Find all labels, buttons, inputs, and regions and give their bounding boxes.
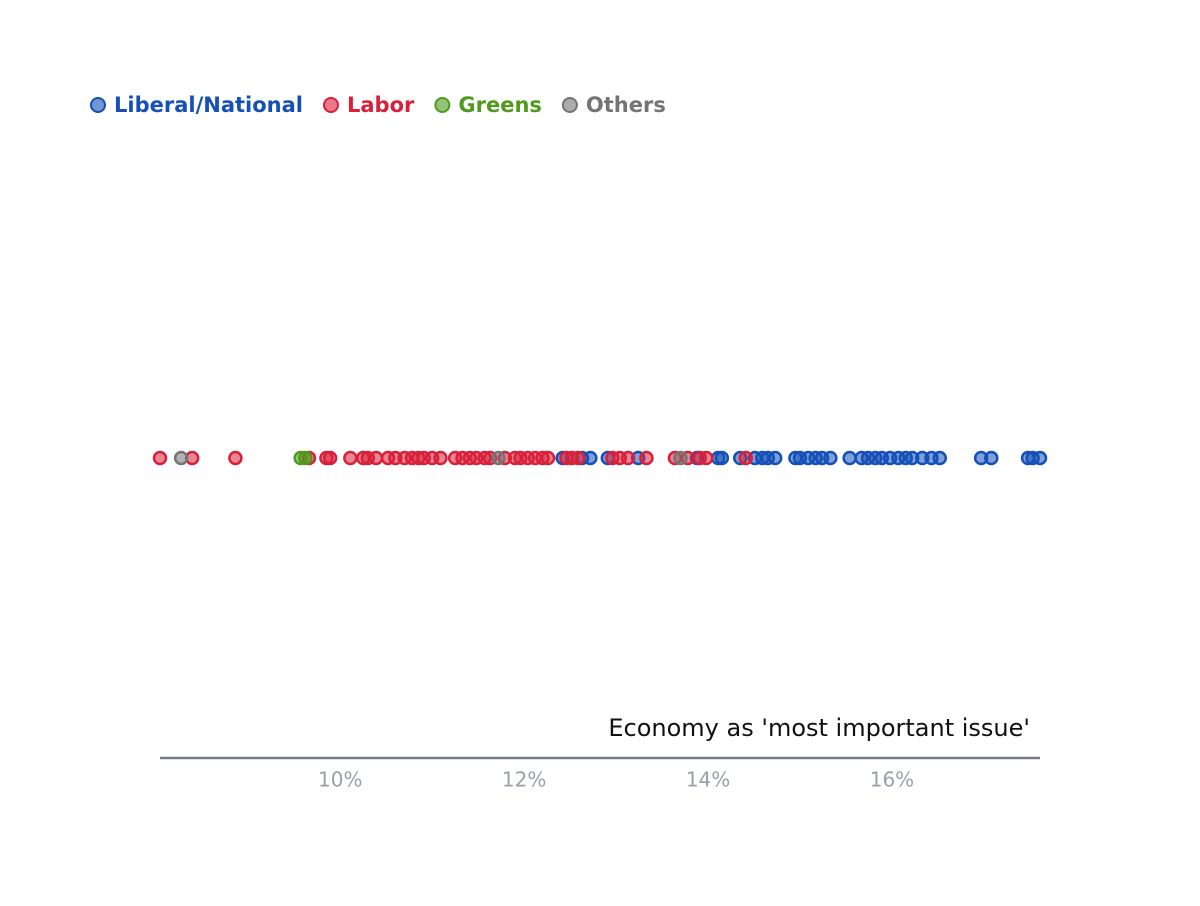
- point: [540, 450, 556, 466]
- point: [932, 450, 948, 466]
- point: [673, 450, 688, 466]
- legend-marker: [322, 97, 339, 113]
- point: [571, 450, 586, 466]
- point: [714, 450, 730, 466]
- point: [823, 450, 838, 466]
- point: [491, 450, 506, 466]
- point: [343, 450, 358, 466]
- point: [298, 450, 313, 466]
- point: [767, 450, 783, 466]
- point: [738, 450, 753, 466]
- point: [433, 450, 448, 466]
- point: [152, 450, 168, 466]
- point: [228, 450, 243, 466]
- legend-label: Liberal/National: [114, 93, 303, 117]
- axis-title: Economy as 'most important issue': [608, 714, 1030, 742]
- point: [1032, 450, 1048, 466]
- legend-label: Others: [586, 93, 666, 117]
- legend-label: Labor: [347, 93, 415, 117]
- x-tick-label: 14%: [686, 768, 730, 792]
- x-tick-label: 16%: [870, 768, 914, 792]
- point: [322, 450, 338, 466]
- point: [583, 450, 598, 466]
- point: [698, 450, 714, 466]
- legend-marker: [90, 97, 106, 113]
- x-tick-label: 12%: [502, 768, 546, 792]
- point: [842, 450, 857, 466]
- x-tick-label: 10%: [318, 768, 362, 792]
- legend-label: Greens: [458, 93, 542, 117]
- point: [368, 450, 384, 466]
- legend-marker: [561, 97, 578, 113]
- legend-marker: [434, 97, 451, 113]
- point: [620, 450, 636, 466]
- point: [639, 450, 654, 466]
- point: [173, 450, 189, 466]
- point: [984, 450, 999, 466]
